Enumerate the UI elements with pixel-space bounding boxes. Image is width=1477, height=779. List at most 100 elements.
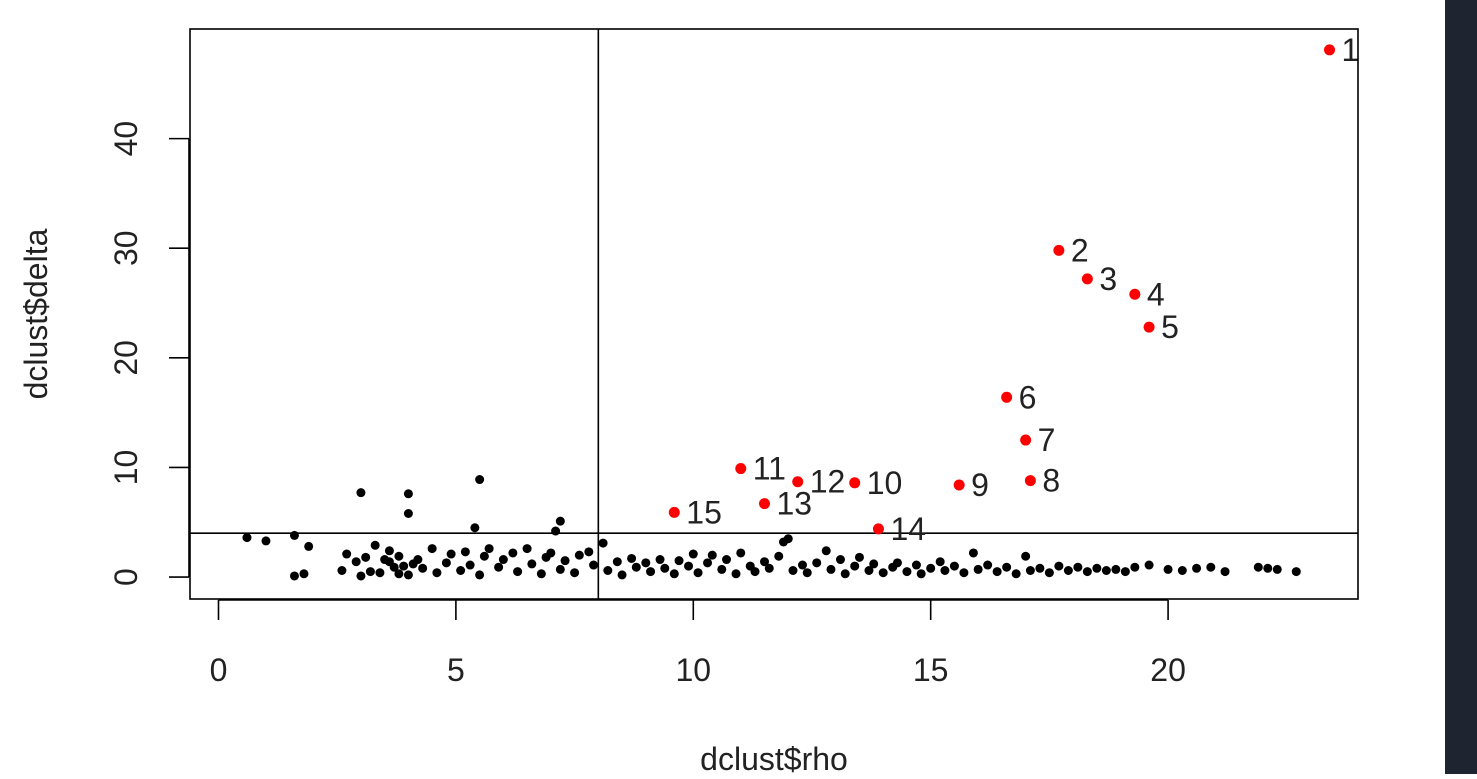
data-point <box>589 560 599 570</box>
center-label-10: 10 <box>867 465 903 501</box>
data-point <box>992 567 1002 577</box>
data-point <box>1063 566 1073 575</box>
data-point <box>669 569 679 579</box>
data-point <box>655 555 665 565</box>
data-point <box>513 567 523 577</box>
center-label-1: 1 <box>1342 32 1360 68</box>
data-point <box>869 559 879 569</box>
data-point <box>1082 567 1092 577</box>
data-point <box>835 555 845 565</box>
data-point <box>973 564 983 574</box>
data-point <box>878 568 888 578</box>
data-point <box>821 546 831 556</box>
reference-lines-layer <box>190 29 1358 599</box>
data-point <box>703 558 713 568</box>
data-point <box>674 556 684 566</box>
data-point <box>356 571 366 581</box>
data-point <box>1144 560 1154 570</box>
data-point <box>1044 568 1054 578</box>
data-point <box>403 570 413 580</box>
center-label-15: 15 <box>686 494 722 530</box>
data-point <box>475 475 485 485</box>
center-point-2 <box>1053 244 1065 256</box>
center-label-8: 8 <box>1042 463 1060 499</box>
center-point-1 <box>1324 44 1336 56</box>
data-point <box>1002 562 1012 572</box>
data-point <box>370 540 380 550</box>
data-point <box>289 530 299 540</box>
data-point <box>1054 561 1064 571</box>
data-point <box>916 569 926 579</box>
data-point <box>484 544 494 554</box>
data-point <box>498 555 508 565</box>
data-point <box>399 561 409 571</box>
data-point <box>1073 562 1083 572</box>
data-point <box>660 563 670 573</box>
data-point <box>854 552 864 562</box>
center-point-14 <box>872 523 884 535</box>
data-point <box>892 558 902 568</box>
y-tick-label: 20 <box>108 340 144 376</box>
data-point <box>968 548 978 558</box>
data-point <box>949 561 959 571</box>
x-tick-label: 15 <box>913 652 949 688</box>
center-label-4: 4 <box>1147 276 1165 312</box>
data-point <box>470 523 480 533</box>
data-point <box>940 566 950 575</box>
y-tick-label: 40 <box>108 121 144 157</box>
data-point <box>456 566 466 575</box>
data-point <box>479 551 489 561</box>
center-point-9 <box>953 479 965 491</box>
data-point <box>1192 563 1202 573</box>
data-point <box>427 544 437 554</box>
center-label-3: 3 <box>1099 261 1117 297</box>
data-point <box>342 549 352 559</box>
data-point <box>337 566 347 575</box>
x-axis-label: dclust$rho <box>700 741 848 774</box>
data-point <box>555 564 565 574</box>
data-point <box>527 559 537 569</box>
data-point <box>1011 569 1021 579</box>
data-point <box>797 560 807 570</box>
data-point <box>1120 567 1130 577</box>
center-label-5: 5 <box>1161 309 1179 345</box>
center-label-11: 11 <box>753 451 786 487</box>
center-point-6 <box>1001 391 1013 403</box>
data-point <box>631 562 641 572</box>
center-label-14: 14 <box>890 511 926 547</box>
data-point <box>304 541 314 551</box>
center-label-6: 6 <box>1019 379 1037 415</box>
data-point <box>1177 566 1187 575</box>
data-point <box>384 546 394 556</box>
data-point <box>802 568 812 578</box>
x-tick-label: 20 <box>1150 652 1186 688</box>
data-point <box>413 555 423 565</box>
data-point <box>603 566 613 575</box>
data-point <box>441 558 451 568</box>
data-point <box>850 561 860 571</box>
data-point <box>465 560 475 570</box>
x-axis: 0 5 10 15 20 <box>210 599 1186 688</box>
data-point <box>911 560 921 570</box>
data-point <box>707 550 717 560</box>
data-point <box>560 556 570 566</box>
data-point <box>394 551 404 561</box>
data-point <box>536 569 546 579</box>
data-point <box>722 555 732 565</box>
data-point <box>494 562 504 572</box>
data-point <box>546 548 556 558</box>
data-point <box>736 548 746 558</box>
center-label-7: 7 <box>1038 422 1056 458</box>
data-point <box>627 553 637 563</box>
center-point-3 <box>1081 273 1093 285</box>
data-point <box>864 566 874 575</box>
data-point <box>764 563 774 573</box>
data-point <box>1130 562 1140 572</box>
center-point-8 <box>1024 475 1036 487</box>
data-point <box>717 564 727 574</box>
data-point <box>551 526 561 536</box>
data-point <box>394 569 404 579</box>
data-point <box>774 551 784 561</box>
data-point <box>356 488 366 498</box>
center-label-12: 12 <box>810 464 846 500</box>
